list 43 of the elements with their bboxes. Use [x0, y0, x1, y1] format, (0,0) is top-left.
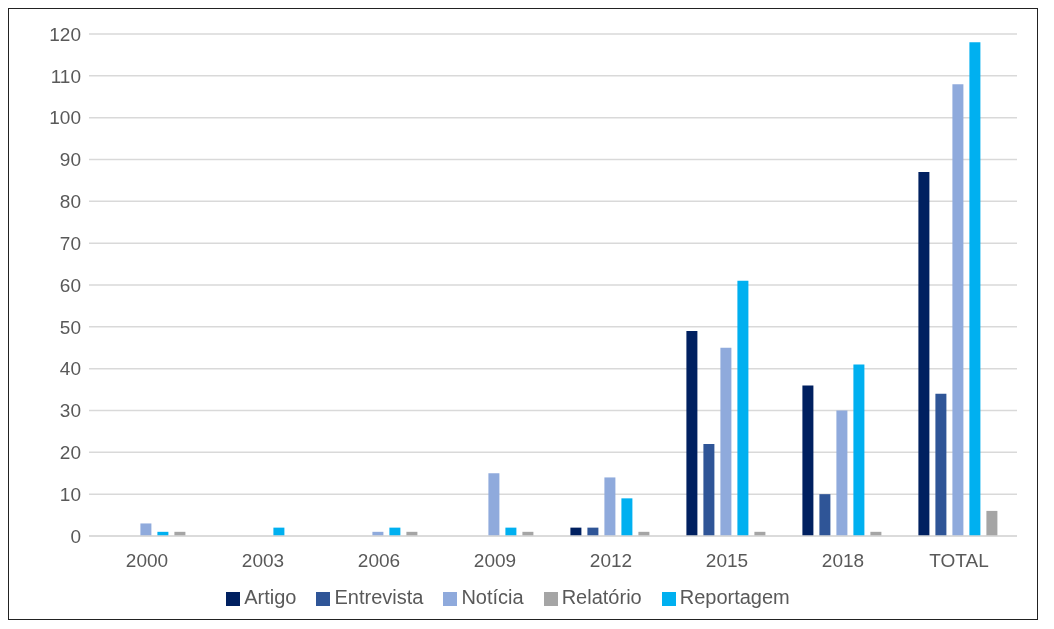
- bar: [986, 510, 998, 536]
- bar: [686, 331, 698, 536]
- x-tick-label: TOTAL: [929, 550, 989, 572]
- bar: [140, 523, 152, 536]
- x-tick-label: 2012: [589, 550, 633, 572]
- x-tick-label: 2009: [473, 550, 517, 572]
- y-tick-label: 120: [49, 23, 81, 45]
- legend-label: Artigo: [244, 586, 297, 608]
- y-tick-label: 30: [59, 400, 81, 422]
- bar: [703, 443, 715, 536]
- legend-label: Entrevista: [334, 586, 424, 608]
- x-tick-label: 2018: [821, 550, 865, 572]
- bar: [802, 385, 814, 536]
- y-tick-label: 60: [59, 274, 81, 296]
- bar: [969, 42, 981, 536]
- x-tick-label: 2003: [241, 550, 285, 572]
- bar: [819, 494, 831, 536]
- legend-label: Notícia: [461, 586, 524, 608]
- y-tick-label: 20: [59, 442, 81, 464]
- bar: [488, 473, 500, 536]
- bar: [604, 477, 616, 536]
- y-tick-label: 0: [70, 525, 81, 547]
- x-tick-label: 2000: [125, 550, 169, 572]
- x-tick-label: 2006: [357, 550, 401, 572]
- y-tick-label: 50: [59, 316, 81, 338]
- bar: [952, 84, 964, 536]
- y-tick-label: 70: [59, 232, 81, 254]
- y-tick-label: 80: [59, 191, 81, 213]
- bar: [621, 498, 633, 536]
- y-tick-label: 40: [59, 358, 81, 380]
- bar: [918, 172, 930, 536]
- bar: [836, 410, 848, 536]
- legend-label: Relatório: [561, 586, 642, 608]
- bar: [737, 280, 749, 536]
- x-tick-label: 2015: [705, 550, 749, 572]
- y-tick-label: 90: [59, 149, 81, 171]
- y-tick-label: 110: [50, 65, 81, 87]
- y-tick-label: 10: [59, 483, 81, 505]
- y-tick-label: 100: [49, 107, 81, 129]
- legend-label: Reportagem: [679, 586, 790, 608]
- bar: [935, 393, 947, 536]
- bar: [720, 347, 732, 536]
- bar: [853, 364, 865, 536]
